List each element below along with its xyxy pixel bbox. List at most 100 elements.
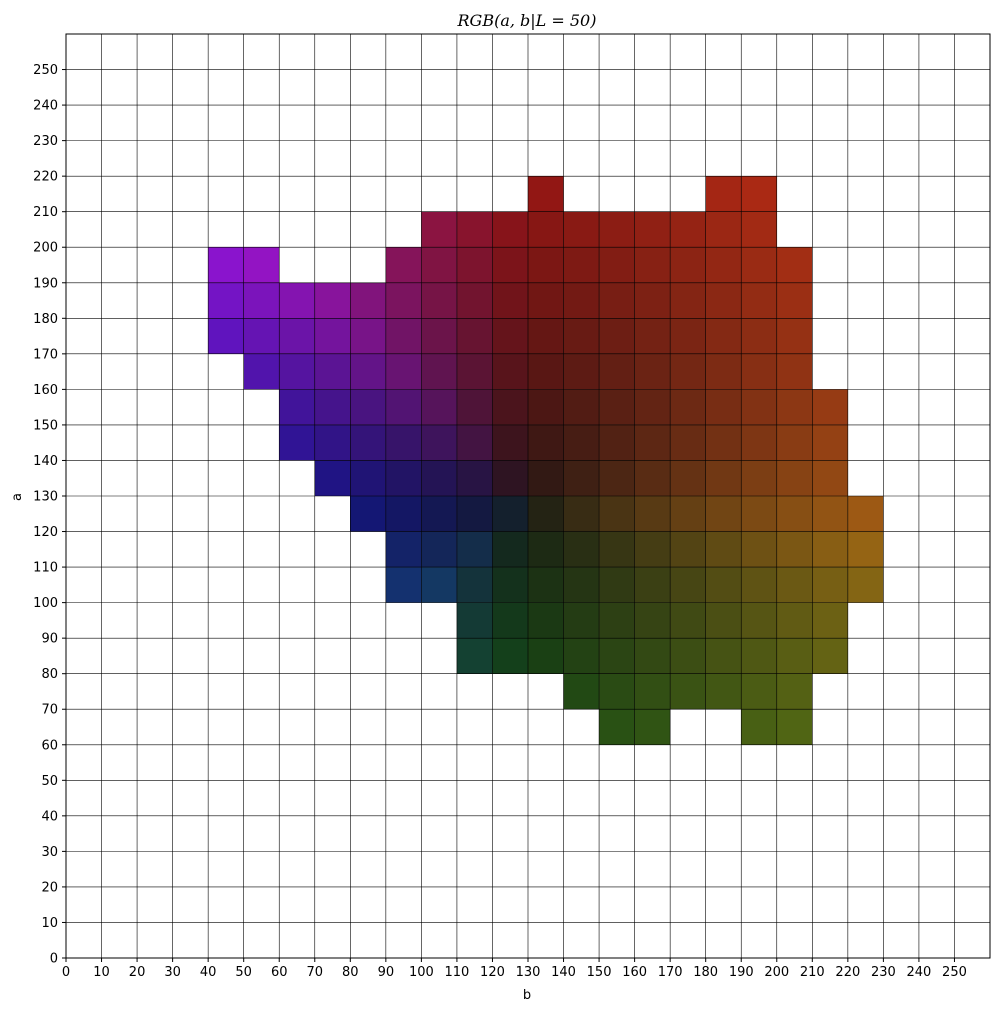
- heatmap-cell: [492, 424, 528, 461]
- heatmap-cell: [776, 496, 813, 532]
- x-tick-label: 60: [271, 965, 288, 980]
- x-tick-label: 150: [587, 965, 612, 980]
- heatmap-cells: [208, 176, 884, 745]
- heatmap-cell: [314, 318, 351, 354]
- heatmap-cell: [741, 709, 777, 745]
- heatmap-cell: [385, 282, 422, 319]
- heatmap-cell: [421, 282, 457, 319]
- heatmap-cell: [741, 176, 777, 212]
- heatmap-cell: [563, 531, 600, 568]
- heatmap-cell: [776, 531, 813, 568]
- heatmap-cell: [421, 211, 457, 248]
- heatmap-cell: [350, 353, 386, 390]
- y-tick-label: 140: [33, 454, 58, 469]
- heatmap-cell: [528, 424, 564, 461]
- x-tick-label: 210: [800, 965, 825, 980]
- heatmap-cell: [741, 460, 777, 496]
- heatmap-cell: [599, 282, 635, 319]
- heatmap-cell: [670, 531, 706, 568]
- heatmap-cell: [812, 531, 848, 568]
- heatmap-cell: [776, 282, 813, 319]
- heatmap-cell: [528, 496, 564, 532]
- heatmap-cell: [599, 424, 635, 461]
- heatmap-cell: [528, 282, 564, 319]
- heatmap-cell: [350, 282, 386, 319]
- heatmap-cell: [563, 211, 600, 248]
- heatmap-cell: [741, 353, 777, 390]
- heatmap-cell: [563, 389, 600, 425]
- heatmap-cell: [634, 567, 671, 603]
- heatmap-cell: [350, 460, 386, 496]
- heatmap-cell: [314, 460, 351, 496]
- heatmap-cell: [741, 602, 777, 639]
- heatmap-cell: [208, 282, 244, 319]
- heatmap-cell: [670, 673, 706, 710]
- heatmap-cell: [243, 318, 280, 354]
- heatmap-cell: [741, 282, 777, 319]
- heatmap-cell: [314, 424, 351, 461]
- heatmap-cell: [670, 496, 706, 532]
- heatmap-cell: [243, 353, 280, 390]
- heatmap-cell: [492, 460, 528, 496]
- heatmap-cell: [243, 247, 280, 283]
- y-tick-label: 70: [41, 703, 58, 718]
- heatmap-cell: [456, 353, 493, 390]
- heatmap-cell: [528, 389, 564, 425]
- heatmap-cell: [670, 282, 706, 319]
- heatmap-cell: [634, 460, 671, 496]
- heatmap-cell: [314, 282, 351, 319]
- heatmap-cell: [812, 424, 848, 461]
- heatmap-cell: [208, 247, 244, 283]
- heatmap-cell: [634, 282, 671, 319]
- heatmap-cell: [385, 318, 422, 354]
- heatmap-cell: [670, 247, 706, 283]
- y-tick-label: 240: [33, 99, 58, 114]
- heatmap-cell: [812, 496, 848, 532]
- heatmap-cell: [599, 673, 635, 710]
- heatmap-cell: [741, 496, 777, 532]
- heatmap-cell: [599, 389, 635, 425]
- y-tick-label: 60: [41, 738, 58, 753]
- heatmap-cell: [528, 531, 564, 568]
- heatmap-cell: [456, 389, 493, 425]
- x-tick-label: 230: [871, 965, 896, 980]
- heatmap-cell: [563, 247, 600, 283]
- heatmap-cell: [528, 567, 564, 603]
- heatmap-cell: [563, 282, 600, 319]
- heatmap-cell: [634, 353, 671, 390]
- heatmap-cell: [776, 353, 813, 390]
- heatmap-cell: [634, 638, 671, 674]
- heatmap-cell: [776, 389, 813, 425]
- heatmap-cell: [634, 709, 671, 745]
- x-tick-label: 0: [62, 965, 70, 980]
- y-tick-label: 0: [50, 952, 58, 967]
- x-axis-ticks: 0 10 20 30 40 50 60 70 80 90 100 110 120 130 140 150 160…: [62, 958, 967, 980]
- heatmap-cell: [599, 460, 635, 496]
- heatmap-cell: [385, 247, 422, 283]
- heatmap-cell: [741, 247, 777, 283]
- y-tick-label: 20: [41, 880, 58, 895]
- heatmap-cell: [528, 602, 564, 639]
- heatmap-cell: [705, 496, 742, 532]
- heatmap-cell: [670, 424, 706, 461]
- x-tick-label: 110: [445, 965, 470, 980]
- heatmap-cell: [350, 424, 386, 461]
- heatmap-cell: [528, 318, 564, 354]
- y-tick-label: 170: [33, 347, 58, 362]
- heatmap-cell: [599, 496, 635, 532]
- x-tick-label: 50: [235, 965, 252, 980]
- heatmap-cell: [670, 638, 706, 674]
- heatmap-cell: [634, 247, 671, 283]
- heatmap-cell: [421, 353, 457, 390]
- chart-title: RGB(a, b|L = 50): [457, 11, 597, 30]
- heatmap-cell: [599, 353, 635, 390]
- heatmap-cell: [776, 424, 813, 461]
- x-tick-label: 250: [942, 965, 967, 980]
- heatmap-cell: [705, 282, 742, 319]
- heatmap-cell: [279, 318, 315, 354]
- y-tick-label: 160: [33, 383, 58, 398]
- heatmap-cell: [456, 211, 493, 248]
- heatmap-cell: [492, 353, 528, 390]
- heatmap-cell: [634, 673, 671, 710]
- heatmap-cell: [634, 211, 671, 248]
